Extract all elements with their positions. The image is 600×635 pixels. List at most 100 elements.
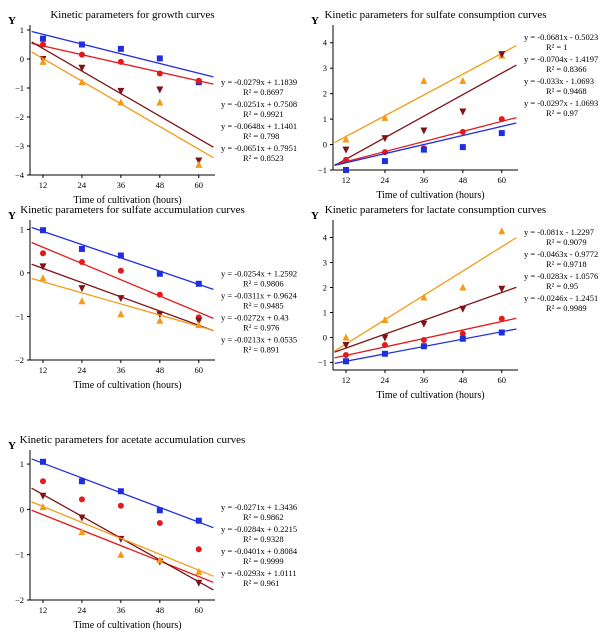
series-darkred: [334, 285, 517, 353]
data-point: [195, 546, 202, 553]
data-point: [459, 108, 467, 116]
data-point: [195, 280, 202, 287]
data-point: [195, 321, 203, 329]
x-axis-label: Time of cultivation (hours): [376, 190, 484, 201]
r-squared-label: R² = 0.9806: [243, 278, 284, 288]
data-point: [78, 528, 86, 536]
trendline: [334, 64, 517, 167]
y-tick-label: 2: [323, 283, 327, 293]
x-axis-label: Time of cultivation (hours): [73, 195, 181, 206]
data-point: [39, 227, 46, 234]
y-tick-label: 0: [323, 333, 327, 343]
data-point: [117, 45, 124, 52]
data-point: [459, 305, 467, 313]
chart-panel-1: Kinetic parameters for growth curves Y −4 −…: [8, 9, 297, 206]
x-tick-label: 48: [156, 180, 165, 190]
data-point: [78, 285, 86, 293]
r-squared-label: R² = 0.97: [546, 108, 578, 118]
data-point: [156, 291, 163, 298]
trendline: [31, 501, 214, 577]
data-point: [78, 259, 85, 266]
y-tick-label: 1: [323, 308, 327, 318]
data-point: [342, 135, 350, 143]
chart-panel-3: Kinetic parameters for sulfate accumulat…: [8, 204, 298, 391]
chart-title: Kinetic parameters for lactate consumpti…: [325, 204, 546, 216]
r-squared-label: R² = 1: [546, 42, 568, 52]
data-point: [459, 144, 466, 151]
data-point: [498, 130, 505, 137]
chart-title: Kinetic parameters for acetate accumulat…: [20, 434, 246, 446]
data-point: [195, 567, 203, 575]
r-squared-label: R² = 0.9921: [243, 109, 284, 119]
data-point: [420, 337, 427, 343]
data-point: [117, 252, 124, 259]
trendline: [31, 41, 214, 148]
r-squared-label: R² = 0.9485: [243, 300, 284, 310]
x-tick-label: 24: [78, 365, 87, 375]
data-point: [381, 316, 389, 323]
data-point: [39, 35, 46, 42]
y-axis-label: Y: [8, 440, 16, 452]
y-tick-label: −2: [15, 355, 24, 365]
x-axis-label: Time of cultivation (hours): [376, 390, 484, 401]
y-tick-label: −2: [15, 112, 24, 122]
r-squared-label: R² = 0.9328: [243, 534, 284, 544]
data-point: [195, 160, 203, 168]
chart-panel-2: Kinetic parameters for sulfate consumpti…: [311, 9, 598, 201]
data-point: [342, 358, 349, 365]
y-tick-label: 0: [20, 268, 24, 278]
data-point: [381, 334, 389, 342]
data-point: [459, 76, 467, 84]
trendline-equation: y = -0.0279x + 1.1839: [221, 77, 297, 87]
data-point: [195, 77, 202, 84]
data-point: [156, 98, 164, 106]
trendline-equation: y = -0.0463x - 0.9772: [524, 249, 598, 259]
r-squared-label: R² = 0.9468: [546, 86, 587, 96]
data-point: [420, 343, 427, 350]
chart-title: Kinetic parameters for sulfate accumulat…: [20, 204, 245, 216]
trendline-equation: y = -0.0311x + 0.9624: [221, 290, 298, 300]
x-tick-label: 24: [381, 375, 390, 385]
x-tick-label: 12: [39, 180, 48, 190]
data-point: [195, 579, 203, 587]
x-tick-label: 36: [117, 180, 126, 190]
r-squared-label: R² = 0.95: [546, 281, 578, 291]
data-point: [342, 333, 350, 341]
data-point: [117, 310, 125, 318]
y-tick-label: 2: [323, 89, 327, 99]
x-tick-label: 48: [156, 365, 165, 375]
y-tick-label: 1: [20, 224, 24, 234]
trendline: [334, 44, 517, 144]
trendline: [334, 116, 517, 166]
data-point: [459, 330, 466, 337]
data-point: [156, 556, 164, 564]
trendline-equation: y = -0.081x - 1.2297: [524, 227, 594, 237]
series-red: [31, 241, 214, 321]
trendline: [334, 237, 517, 352]
data-point: [342, 352, 349, 358]
data-point: [156, 316, 164, 324]
r-squared-label: R² = 0.9862: [243, 512, 284, 522]
data-point: [39, 478, 46, 485]
data-point: [39, 57, 47, 65]
trendline: [31, 509, 214, 583]
trendline-equation: y = -0.0651x + 0.7951: [221, 143, 297, 153]
trendline: [334, 122, 517, 166]
y-tick-label: −2: [15, 595, 24, 605]
y-tick-label: 0: [323, 140, 327, 150]
trendline-equation: y = -0.0297x - 1.0693: [524, 98, 598, 108]
data-point: [78, 297, 86, 305]
data-point: [39, 274, 47, 282]
y-axis-label: Y: [8, 210, 16, 222]
data-point: [156, 507, 163, 514]
data-point: [117, 98, 125, 106]
data-point: [78, 245, 85, 252]
data-point: [381, 158, 388, 165]
data-point: [117, 58, 124, 65]
data-point: [78, 51, 85, 58]
data-point: [420, 76, 428, 84]
y-tick-label: 1: [20, 459, 24, 469]
y-axis-label: Y: [311, 210, 319, 222]
y-tick-label: −1: [15, 311, 24, 321]
data-point: [342, 146, 350, 154]
